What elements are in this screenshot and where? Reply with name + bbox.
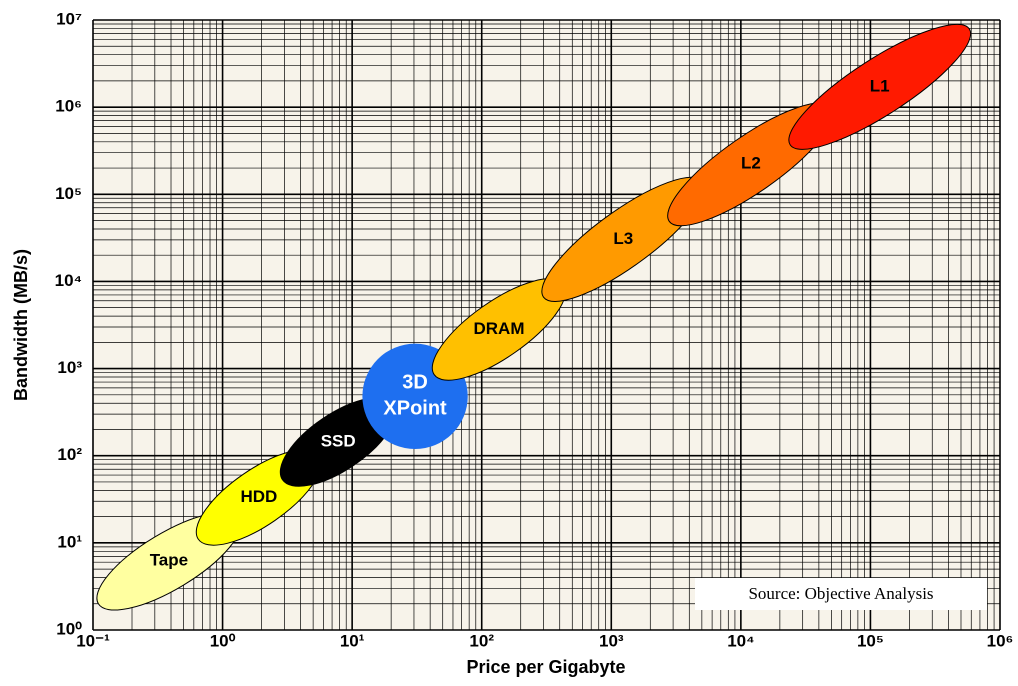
region-label: Tape [150,551,188,570]
region-label: L2 [741,154,761,173]
x-tick-label: 10² [469,631,494,650]
region-label: L1 [870,76,890,95]
y-tick-label: 10² [57,445,82,464]
chart: TapeHDDSSD3DXPointDRAML3L2L1 Source: Obj… [0,0,1018,686]
region-label: L3 [613,229,633,248]
y-tick-label: 10¹ [57,532,82,551]
x-axis-title: Price per Gigabyte [466,657,625,677]
region-label: SSD [321,431,356,450]
x-tick-label: 10⁵ [857,631,884,650]
region-label: DRAM [474,319,525,338]
x-tick-label: 10⁶ [987,631,1014,650]
y-tick-label: 10⁰ [56,619,82,638]
region-label: HDD [241,487,278,506]
x-tick-label: 10⁴ [727,631,754,650]
x-tick-label: 10¹ [340,631,365,650]
x-tick-label: 10³ [599,631,624,650]
y-axis-title: Bandwidth (MB/s) [11,249,31,401]
y-tick-label: 10⁶ [55,97,82,116]
source-note: Source: Objective Analysis [748,584,933,603]
y-tick-label: 10⁵ [55,184,82,203]
y-tick-label: 10⁴ [55,271,82,290]
x-tick-label: 10⁰ [210,631,236,650]
y-tick-label: 10⁷ [56,9,82,28]
y-tick-label: 10³ [57,358,82,377]
